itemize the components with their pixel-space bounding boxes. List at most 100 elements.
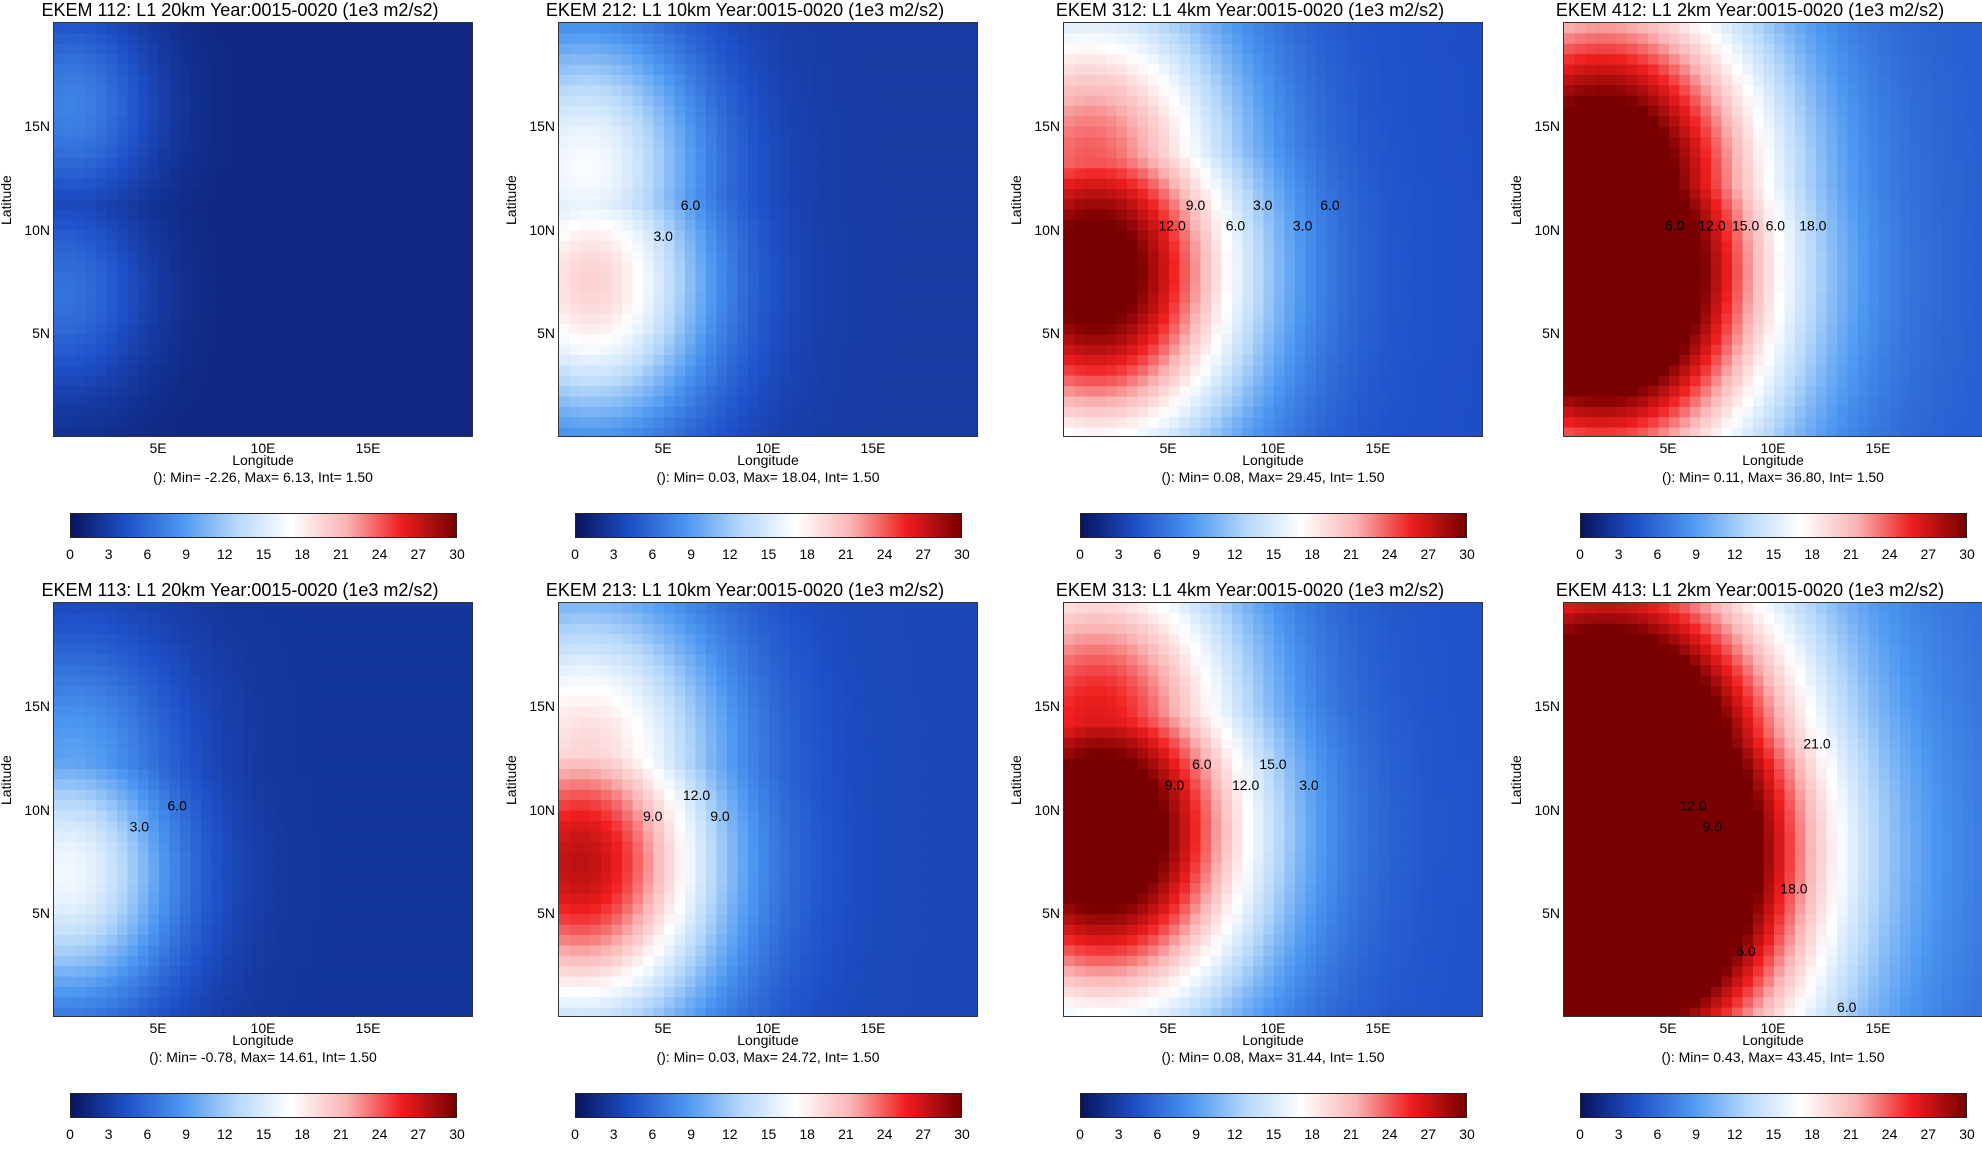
heatmap-cell: [633, 417, 644, 428]
heatmap-cell: [180, 148, 191, 159]
heatmap-cell: [1585, 241, 1596, 252]
heatmap-cell: [1400, 272, 1411, 283]
heatmap-cell: [443, 44, 454, 55]
heatmap-cell: [1474, 417, 1484, 428]
heatmap-cell: [359, 210, 370, 221]
heatmap-cell: [1400, 106, 1411, 117]
heatmap-cell: [338, 85, 349, 96]
heatmap-cell: [748, 241, 759, 252]
heatmap-cell: [685, 96, 696, 107]
heatmap-cell: [86, 127, 97, 138]
heatmap-cell: [264, 85, 275, 96]
heatmap-cell: [432, 303, 443, 314]
heatmap-cell: [864, 220, 875, 231]
heatmap-cell: [380, 417, 391, 428]
heatmap-cell: [1243, 137, 1254, 148]
heatmap-cell: [1453, 407, 1464, 418]
heatmap-cell: [853, 303, 864, 314]
heatmap-cell: [969, 65, 979, 76]
heatmap-cell: [654, 106, 665, 117]
heatmap-cell: [696, 179, 707, 190]
heatmap-cell: [1085, 65, 1096, 76]
heatmap-cell: [54, 23, 65, 34]
heatmap-cell: [927, 272, 938, 283]
heatmap-cell: [1274, 127, 1285, 138]
heatmap-cell: [1400, 397, 1411, 408]
heatmap-cell: [717, 376, 728, 387]
heatmap-cell: [822, 179, 833, 190]
heatmap-cell: [1316, 231, 1327, 242]
heatmap-cell: [86, 179, 97, 190]
heatmap-cell: [1064, 116, 1075, 127]
heatmap-cell: [1421, 85, 1432, 96]
heatmap-cell: [275, 158, 286, 169]
heatmap-cell: [1474, 168, 1484, 179]
heatmap-cell: [801, 179, 812, 190]
heatmap-cell: [759, 137, 770, 148]
heatmap-cell: [243, 303, 254, 314]
heatmap-cell: [612, 210, 623, 221]
heatmap-cell: [86, 241, 97, 252]
heatmap-cell: [464, 407, 474, 418]
heatmap-cell: [1106, 345, 1117, 356]
heatmap-cell: [212, 44, 223, 55]
heatmap-cell: [1106, 407, 1117, 418]
heatmap-cell: [170, 168, 181, 179]
heatmap-cell: [1127, 199, 1138, 210]
heatmap-cell: [138, 251, 149, 262]
heatmap-cell: [559, 334, 570, 345]
heatmap-cell: [170, 355, 181, 366]
heatmap-cell: [464, 386, 474, 397]
heatmap-cell: [1127, 324, 1138, 335]
heatmap-cell: [390, 355, 401, 366]
heatmap-cell: [1180, 334, 1191, 345]
heatmap-cell: [853, 189, 864, 200]
heatmap-cell: [643, 148, 654, 159]
heatmap-cell: [1327, 137, 1338, 148]
heatmap-cell: [422, 334, 433, 345]
heatmap-cell: [559, 376, 570, 387]
heatmap-cell: [96, 148, 107, 159]
heatmap-cell: [317, 220, 328, 231]
heatmap-cell: [359, 106, 370, 117]
heatmap-cell: [1190, 293, 1201, 304]
heatmap-cell: [780, 127, 791, 138]
heatmap-cell: [128, 324, 139, 335]
heatmap-cell: [359, 262, 370, 273]
heatmap-cell: [117, 314, 128, 325]
heatmap-cell: [327, 199, 338, 210]
heatmap-cell: [1369, 293, 1380, 304]
heatmap-cell: [958, 137, 969, 148]
heatmap-cell: [675, 386, 686, 397]
heatmap-cell: [811, 334, 822, 345]
heatmap-cell: [633, 137, 644, 148]
heatmap-svg: [54, 23, 473, 437]
heatmap-cell: [233, 334, 244, 345]
heatmap-cell: [696, 417, 707, 428]
heatmap-cell: [327, 85, 338, 96]
heatmap-cell: [117, 148, 128, 159]
heatmap-cell: [927, 210, 938, 221]
heatmap-cell: [906, 148, 917, 159]
heatmap-cell: [411, 282, 422, 293]
heatmap-cell: [1564, 241, 1575, 252]
heatmap-cell: [916, 334, 927, 345]
heatmap-cell: [201, 65, 212, 76]
heatmap-cell: [675, 334, 686, 345]
heatmap-cell: [107, 220, 118, 231]
heatmap-cell: [348, 168, 359, 179]
heatmap-cell: [1159, 85, 1170, 96]
heatmap-cell: [822, 148, 833, 159]
heatmap-cell: [243, 365, 254, 376]
heatmap-cell: [1201, 345, 1212, 356]
heatmap-cell: [570, 148, 581, 159]
heatmap-cell: [780, 179, 791, 190]
heatmap-cell: [780, 85, 791, 96]
heatmap-cell: [1148, 272, 1159, 283]
colorbar-tick-label: 12: [715, 546, 745, 562]
heatmap-cell: [380, 106, 391, 117]
heatmap-cell: [317, 397, 328, 408]
heatmap-cell: [369, 127, 380, 138]
heatmap-cell: [1421, 189, 1432, 200]
heatmap-cell: [738, 428, 749, 437]
